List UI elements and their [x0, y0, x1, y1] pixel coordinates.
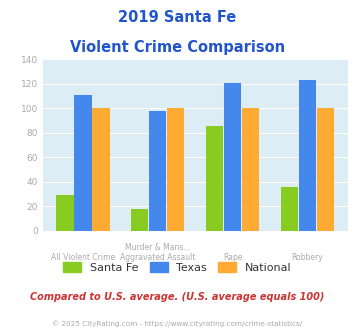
Bar	[75, 95, 92, 231]
Text: All Violent Crime: All Violent Crime	[51, 253, 115, 262]
Bar	[242, 109, 259, 231]
Text: Murder & Mans...: Murder & Mans...	[125, 243, 191, 252]
Text: Violent Crime Comparison: Violent Crime Comparison	[70, 40, 285, 54]
Legend: Santa Fe, Texas, National: Santa Fe, Texas, National	[59, 258, 296, 277]
Bar	[299, 80, 316, 231]
Text: Compared to U.S. average. (U.S. average equals 100): Compared to U.S. average. (U.S. average …	[30, 292, 325, 302]
Bar	[56, 195, 74, 231]
Bar	[224, 83, 241, 231]
Bar	[131, 209, 148, 231]
Text: Robbery: Robbery	[291, 253, 323, 262]
Bar	[167, 109, 184, 231]
Bar	[281, 187, 298, 231]
Bar	[317, 109, 334, 231]
Text: Rape: Rape	[223, 253, 242, 262]
Text: Aggravated Assault: Aggravated Assault	[120, 253, 196, 262]
Bar	[206, 126, 223, 231]
Bar	[92, 109, 110, 231]
Text: © 2025 CityRating.com - https://www.cityrating.com/crime-statistics/: © 2025 CityRating.com - https://www.city…	[53, 320, 302, 327]
Bar	[149, 111, 166, 231]
Text: 2019 Santa Fe: 2019 Santa Fe	[118, 10, 237, 25]
